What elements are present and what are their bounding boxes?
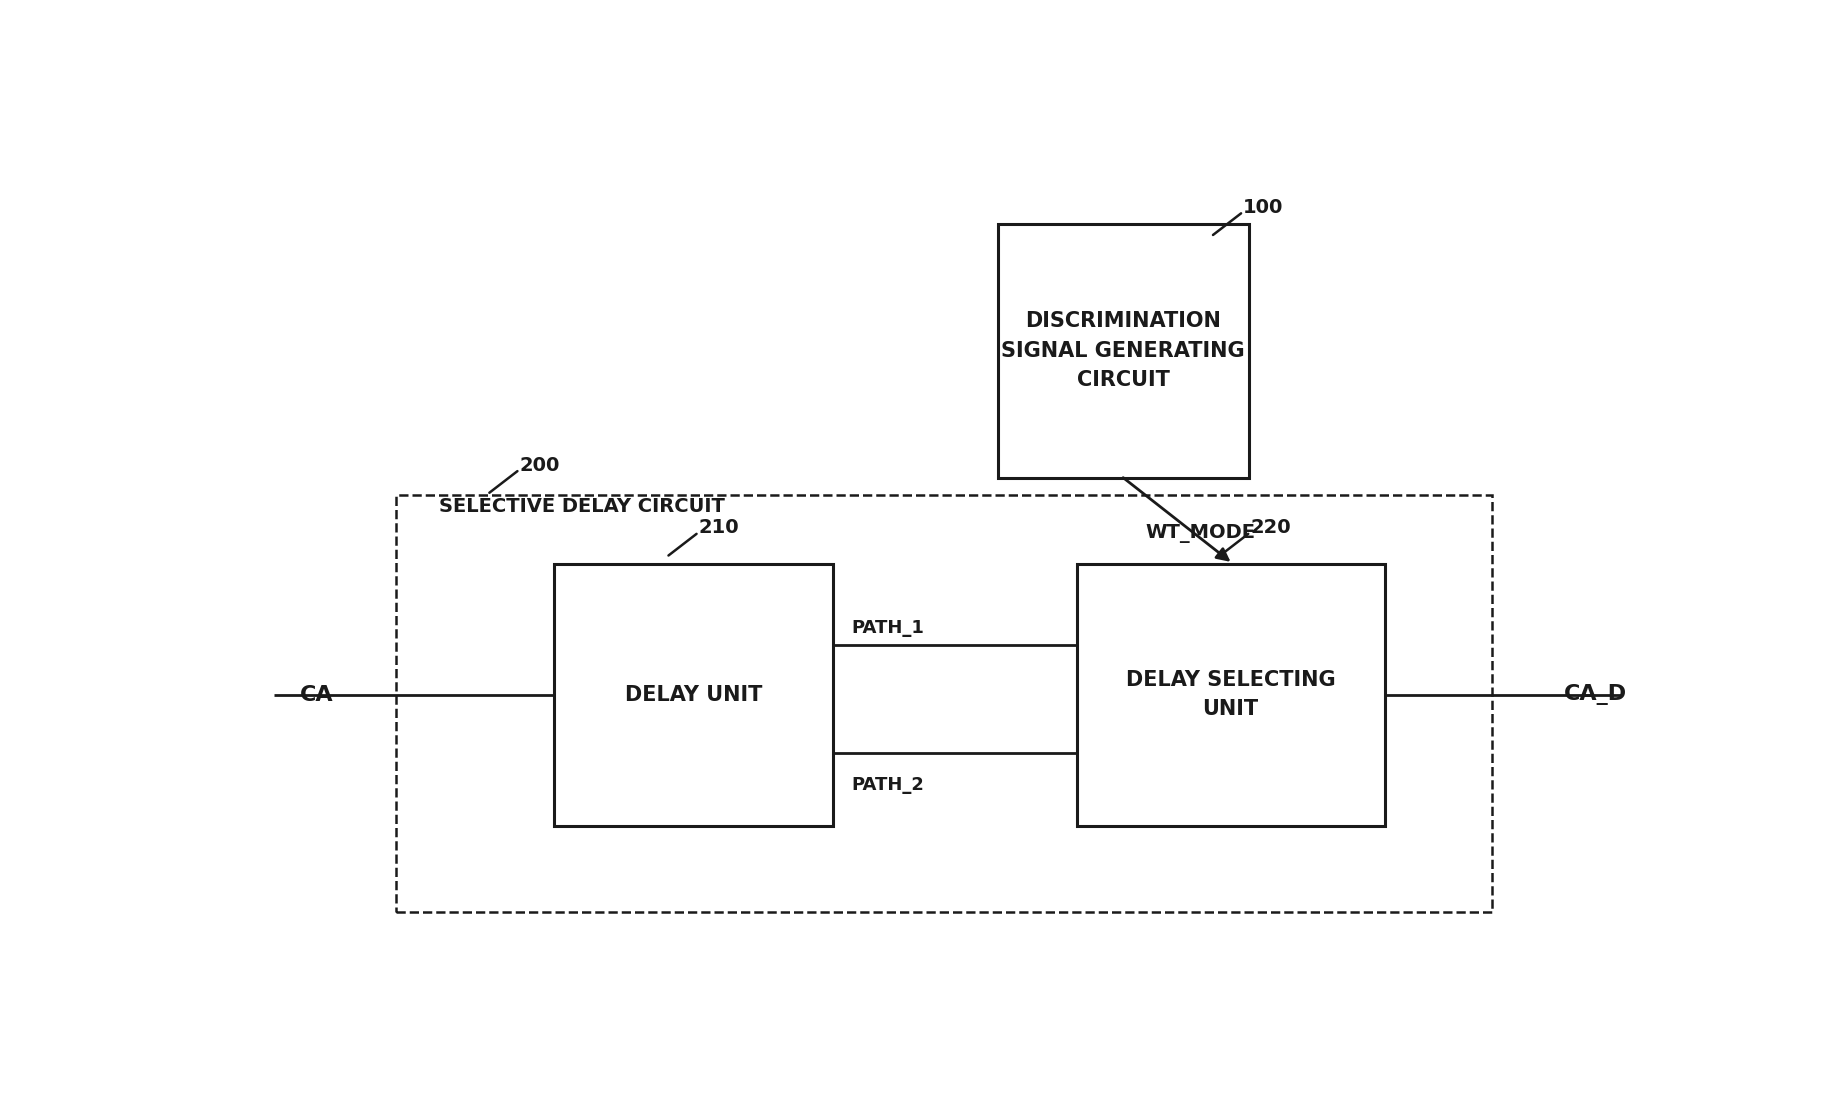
Text: PATH_2: PATH_2 xyxy=(850,776,924,793)
Text: DELAY SELECTING
UNIT: DELAY SELECTING UNIT xyxy=(1125,670,1334,720)
Bar xyxy=(395,494,1491,912)
Text: 210: 210 xyxy=(699,519,739,538)
Text: 100: 100 xyxy=(1242,198,1283,217)
Text: 200: 200 xyxy=(519,455,560,474)
Bar xyxy=(1076,564,1384,826)
Bar xyxy=(553,564,833,826)
Text: CA: CA xyxy=(299,684,333,704)
Text: 220: 220 xyxy=(1249,519,1290,538)
Text: SELECTIVE DELAY CIRCUIT: SELECTIVE DELAY CIRCUIT xyxy=(438,498,724,517)
Text: WT_MODE: WT_MODE xyxy=(1144,525,1255,543)
Text: PATH_1: PATH_1 xyxy=(850,618,924,636)
Text: CA_D: CA_D xyxy=(1563,684,1626,705)
Bar xyxy=(998,224,1247,478)
Text: DELAY UNIT: DELAY UNIT xyxy=(625,684,761,704)
Text: DISCRIMINATION
SIGNAL GENERATING
CIRCUIT: DISCRIMINATION SIGNAL GENERATING CIRCUIT xyxy=(1002,311,1244,391)
